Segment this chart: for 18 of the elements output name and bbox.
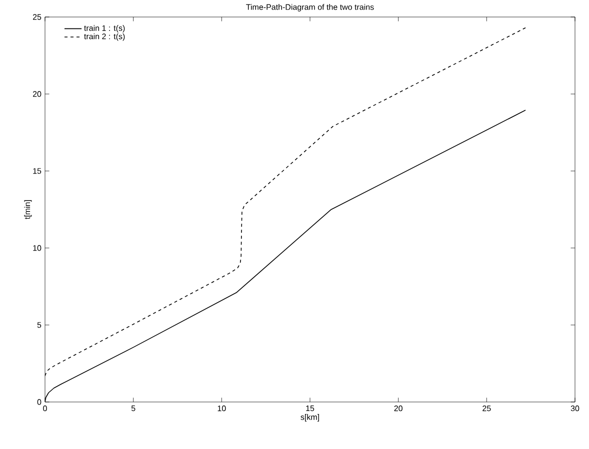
y-tick-label: 25 [32, 14, 42, 20]
y-tick-label: 20 [32, 91, 42, 97]
legend-label: train 2 : t(s) [84, 33, 125, 41]
x-tick-label: 30 [570, 406, 580, 412]
x-tick-label: 10 [218, 406, 226, 412]
y-tick-label: 15 [33, 168, 42, 174]
x-axis-title: s[km] [300, 414, 319, 422]
x-tick-label: 15 [306, 406, 314, 412]
x-tick-label: 25 [482, 406, 491, 412]
x-tick-label: 20 [394, 406, 402, 412]
legend-label: train 1 : t(s) [84, 25, 125, 32]
chart-title: Time-Path-Diagram of the two trains [246, 4, 374, 12]
x-tick-label: 5 [131, 406, 136, 412]
y-axis-title: t[min] [24, 200, 32, 220]
y-tick-label: 0 [37, 399, 42, 405]
y-tick-label: 5 [37, 322, 42, 328]
x-tick-label: 0 [43, 406, 47, 412]
y-tick-label: 10 [33, 245, 42, 251]
